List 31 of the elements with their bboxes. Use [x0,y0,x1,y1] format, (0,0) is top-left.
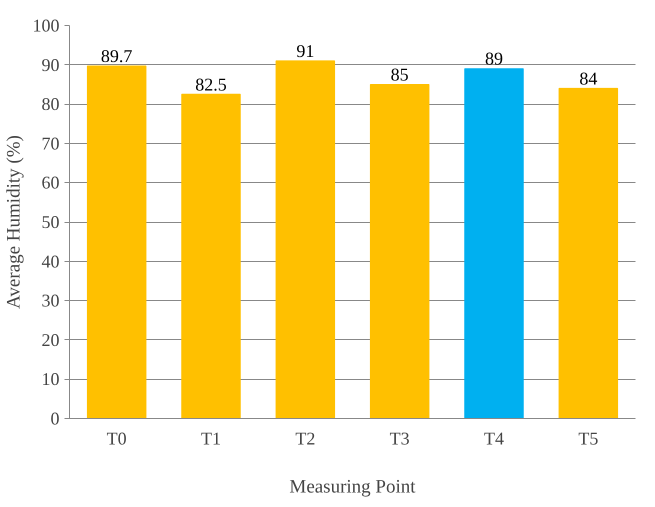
y-tick-label: 50 [42,212,60,232]
x-tick-label: T3 [390,428,410,448]
y-tick-label: 100 [32,16,60,36]
bar [464,68,524,418]
data-label: 85 [390,64,409,84]
bar [558,88,618,418]
bar [276,60,336,418]
y-tick-label: 0 [50,408,60,428]
y-tick-label: 10 [42,369,60,390]
bar [370,84,430,418]
y-tick-label: 40 [42,251,60,272]
y-tick-label: 30 [42,290,60,311]
y-tick-label: 90 [42,54,60,75]
x-axis-title: Measuring Point [289,476,416,498]
x-tick-label: T4 [484,428,504,448]
data-label: 89.7 [100,46,132,66]
x-tick-label: T5 [578,428,598,448]
y-tick-label: 20 [42,330,60,350]
y-axis-title: Average Humidity (%) [4,135,24,309]
data-label: 82.5 [195,74,227,94]
y-tick-label: 60 [42,172,60,193]
x-tick-label: T0 [106,428,127,448]
x-tick-label: T1 [201,428,221,448]
y-tick-label: 70 [42,133,60,154]
data-label: 91 [296,40,314,61]
data-label: 89 [485,48,503,69]
bar [86,65,146,418]
x-tick-label: T2 [295,428,316,448]
data-label: 84 [579,68,598,88]
y-tick-label: 80 [42,94,60,114]
bar [181,94,241,418]
